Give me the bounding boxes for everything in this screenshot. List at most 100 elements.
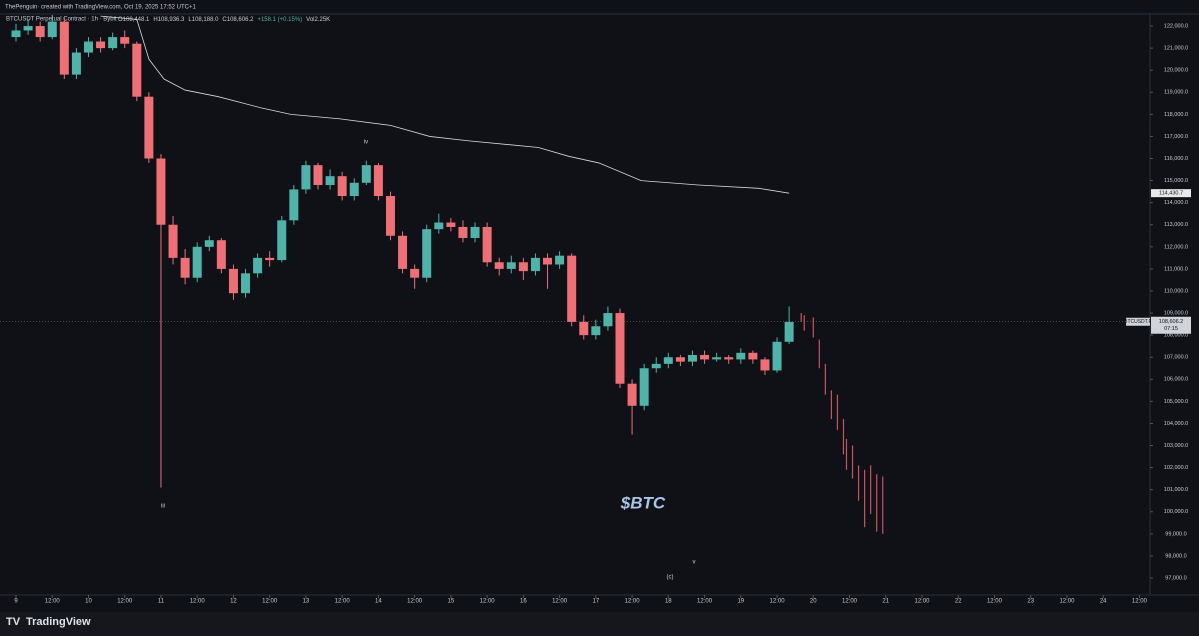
- candle-body: [265, 257, 275, 261]
- candle-body: [627, 383, 637, 406]
- y-tick-label: 100,000.0: [1164, 509, 1188, 515]
- x-tick-label: 12:00: [987, 599, 1003, 605]
- candle-body: [422, 229, 432, 278]
- y-tick-label: 103,000.0: [1164, 443, 1188, 449]
- candle-body: [132, 43, 142, 97]
- candle-body: [410, 268, 420, 278]
- candle-body: [700, 355, 710, 360]
- x-tick-label: 11: [158, 599, 165, 605]
- candle-body: [289, 189, 299, 221]
- candle-body: [192, 246, 202, 278]
- candle-body: [180, 257, 190, 278]
- candle-body: [313, 165, 323, 186]
- x-tick-label: 20: [810, 599, 817, 605]
- candle-body: [446, 222, 456, 227]
- candle-body: [555, 255, 565, 265]
- x-tick-label: 13: [303, 599, 310, 605]
- plot: [11, 15, 884, 534]
- x-tick-label: 14: [375, 599, 382, 605]
- candle-body: [506, 262, 516, 269]
- y-tick-label: 118,000.0: [1164, 112, 1188, 118]
- candle-body: [120, 37, 130, 44]
- y-tick-label: 117,000.0: [1164, 134, 1188, 140]
- x-tick-label: 12:00: [697, 599, 713, 605]
- candle-body: [543, 257, 553, 265]
- x-tick-label: 24: [1100, 599, 1107, 605]
- y-tick-label: 121,000.0: [1164, 46, 1188, 52]
- candle-body: [687, 355, 697, 362]
- candle-body: [736, 352, 746, 360]
- symbol: BTCUSDT Perpetual Contract · 1h · Bybit: [6, 17, 117, 23]
- footer-logo-text: TradingView: [26, 616, 91, 628]
- candle-body: [35, 26, 45, 38]
- header-text: ThePenguin· created with TradingView.com…: [5, 5, 196, 11]
- y-tick-label: 104,000.0: [1164, 421, 1188, 427]
- candle-body: [168, 224, 178, 258]
- x-tick-label: 12:00: [262, 599, 278, 605]
- y-tick-label: 97,000.0: [1165, 575, 1186, 581]
- candle-body: [470, 226, 480, 238]
- candle-body: [760, 359, 770, 371]
- y-tick-label: 98,000.0: [1165, 553, 1186, 559]
- y-tick-label: 112,000.0: [1164, 244, 1188, 250]
- candle-body: [108, 37, 118, 49]
- y-tick-label: 116,000.0: [1164, 156, 1188, 162]
- x-tick-label: 12:00: [190, 599, 206, 605]
- candle-body: [325, 176, 335, 186]
- y-tick-label: 111,000.0: [1164, 266, 1188, 272]
- candle-body: [71, 52, 81, 75]
- annotation: iii: [161, 504, 165, 510]
- candle-body: [361, 165, 371, 183]
- x-tick-label: 12:00: [407, 599, 423, 605]
- x-tick-label: 12: [230, 599, 237, 605]
- candle-body: [83, 41, 93, 53]
- candle-body: [204, 240, 214, 247]
- candle-body: [663, 357, 673, 364]
- candle-body: [615, 313, 625, 384]
- countdown: 07:15: [1164, 326, 1178, 332]
- x-tick-label: 17: [592, 599, 599, 605]
- candle-body: [651, 363, 661, 369]
- candle-body: [458, 226, 468, 238]
- annotation: iv: [364, 140, 368, 146]
- candle-body: [530, 257, 540, 272]
- x-tick-label: 12:00: [914, 599, 930, 605]
- candle-body: [518, 262, 528, 272]
- y-tick-label: 106,000.0: [1164, 377, 1188, 383]
- ohlc-value: +158.1 (+0.15%): [257, 17, 302, 23]
- x-tick-label: 16: [520, 599, 527, 605]
- candle-body: [241, 273, 251, 294]
- average-label: 114,430.7: [1159, 191, 1183, 197]
- ohlc-value: Vol2.25K: [306, 17, 330, 23]
- y-tick-label: 105,000.0: [1164, 399, 1188, 405]
- candle-body: [301, 165, 311, 190]
- annotation: v: [693, 560, 696, 566]
- candle-body: [228, 268, 238, 294]
- x-tick-label: 12:00: [1059, 599, 1075, 605]
- y-tick-label: 114,000.0: [1164, 200, 1188, 206]
- x-tick-label: 12:00: [842, 599, 858, 605]
- y-tick-label: 102,000.0: [1164, 465, 1188, 471]
- candle-body: [144, 96, 154, 159]
- candle-body: [603, 313, 613, 327]
- annotation-title: $BTC: [620, 493, 666, 512]
- ohlc-value: L108,188.0: [188, 17, 219, 23]
- x-tick-label: 12:00: [1132, 599, 1148, 605]
- x-tick-label: 10: [85, 599, 92, 605]
- footer: [0, 612, 1199, 636]
- candle-body: [675, 357, 685, 362]
- candle-body: [385, 196, 395, 236]
- y-tick-label: 122,000.0: [1164, 23, 1188, 29]
- candle-body: [96, 41, 106, 49]
- x-tick-label: 19: [737, 599, 744, 605]
- average-line: [100, 15, 790, 194]
- ohlc-value: C108,606.2: [222, 17, 254, 23]
- y-tick-label: 110,000.0: [1164, 288, 1188, 294]
- candle-body: [253, 257, 263, 274]
- y-tick-label: 101,000.0: [1164, 487, 1188, 493]
- symbol-tag: [1126, 317, 1150, 326]
- candle-body: [59, 21, 69, 75]
- x-tick-label: 12:00: [770, 599, 786, 605]
